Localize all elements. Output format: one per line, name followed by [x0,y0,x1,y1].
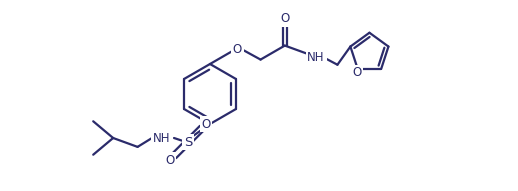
Text: O: O [165,154,175,167]
Text: NH: NH [153,131,171,145]
Text: O: O [280,12,290,25]
Text: O: O [233,43,242,56]
Text: S: S [184,135,192,148]
Text: NH: NH [307,51,325,64]
Text: O: O [202,117,211,130]
Text: O: O [352,66,361,79]
